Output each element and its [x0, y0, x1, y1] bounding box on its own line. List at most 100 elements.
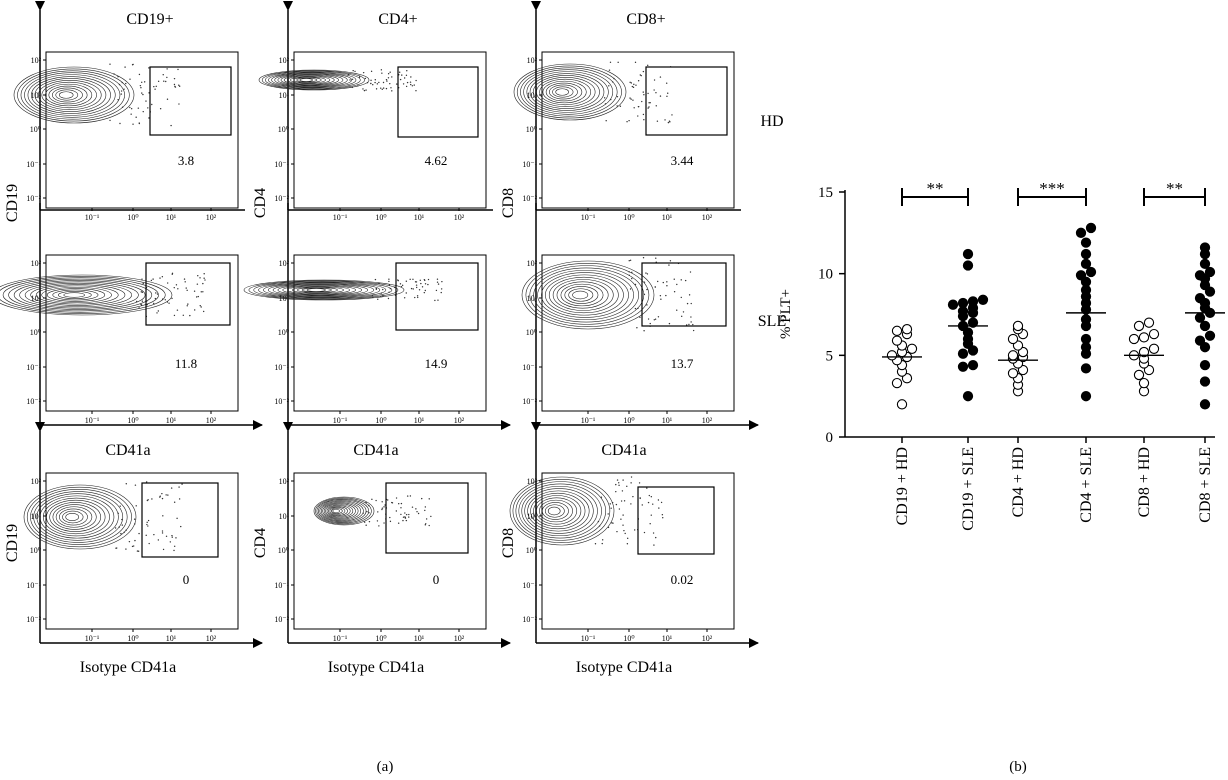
event-dot [163, 80, 165, 82]
contour-ring [2, 277, 159, 313]
data-point [1007, 333, 1019, 345]
event-dot [415, 79, 417, 82]
event-dot [177, 68, 179, 71]
event-dot [349, 79, 351, 81]
y-tick-label: 10² [279, 259, 290, 268]
event-dot [648, 106, 650, 108]
event-dot [380, 292, 383, 294]
event-dot [657, 499, 660, 501]
event-dot [125, 483, 127, 485]
event-dot [138, 73, 141, 76]
y-tick-label: 10¹ [527, 91, 538, 100]
event-dot [409, 81, 412, 83]
event-dot [157, 310, 160, 312]
event-dot [133, 518, 136, 520]
data-point [1075, 270, 1087, 281]
y-tick-label: 10⁻¹ [274, 363, 289, 372]
event-dot [415, 286, 418, 289]
event-dot [594, 543, 597, 545]
x-tick-label: 10¹ [662, 416, 673, 425]
event-dot [610, 507, 612, 509]
event-dot [624, 532, 626, 535]
event-dot [643, 531, 646, 534]
event-dot [148, 67, 150, 69]
y-tick-label: 10⁰ [30, 546, 41, 555]
contour-lines [258, 69, 370, 91]
data-point [1199, 320, 1211, 332]
event-dot [138, 122, 140, 124]
event-dot [676, 283, 678, 286]
column-title: CD4+ [378, 11, 417, 28]
event-dot [156, 312, 158, 314]
event-dot [659, 295, 662, 297]
event-dot [129, 106, 131, 109]
event-dot [645, 272, 647, 274]
contour-ring [45, 83, 93, 107]
event-dot [424, 509, 426, 512]
contour-ring [274, 73, 348, 87]
contour-ring [287, 285, 350, 295]
y-axis-title: CD4 [252, 188, 269, 218]
event-dot [410, 287, 413, 290]
event-dot [412, 278, 414, 280]
b-x-tick-label: CD19 + HD [894, 447, 911, 525]
event-dot [628, 119, 630, 122]
contour-ring [58, 508, 88, 526]
plot-frame [45, 254, 239, 412]
data-point [1194, 293, 1206, 304]
event-dot [401, 74, 403, 76]
contour-ring [529, 73, 605, 111]
event-dot [395, 83, 398, 85]
event-dot [193, 290, 196, 292]
event-dot [128, 540, 131, 543]
x-tick-label: 10⁻¹ [85, 416, 100, 425]
event-dot [437, 299, 439, 301]
contour-ring [332, 509, 340, 513]
event-dot [653, 319, 655, 321]
event-dot [117, 512, 120, 514]
event-dot [398, 71, 401, 73]
event-dot [123, 88, 125, 90]
event-dot [142, 282, 144, 285]
event-dot [178, 486, 180, 488]
event-dot [146, 303, 149, 306]
x-tick-label: 10² [454, 213, 465, 222]
event-dot [388, 278, 390, 280]
gate-percentage: 14.9 [425, 356, 448, 371]
event-dot [607, 526, 610, 529]
data-point [1204, 266, 1216, 278]
contour-ring [560, 283, 604, 307]
event-dot [380, 69, 383, 71]
event-dots [114, 481, 183, 552]
event-dot [634, 283, 637, 286]
event-dot [121, 81, 123, 84]
x-tick-label: 10¹ [662, 213, 673, 222]
y-tick-label: 10⁻¹ [522, 581, 537, 590]
event-dot [202, 291, 204, 293]
event-dot [178, 498, 181, 500]
event-dot [362, 512, 364, 514]
contour-ring [520, 67, 618, 117]
event-dots [135, 272, 206, 318]
y-tick-label: 10² [279, 477, 290, 486]
contour-ring [24, 72, 121, 118]
event-dot [141, 92, 143, 94]
event-dot [151, 498, 153, 500]
event-dot [370, 79, 372, 82]
event-dot [384, 504, 386, 506]
event-dot [628, 259, 630, 262]
y-axis-title: CD4 [252, 528, 269, 558]
data-point [1128, 333, 1140, 345]
event-dot [387, 297, 390, 300]
event-dot [437, 283, 440, 285]
y-tick-label: 10² [527, 477, 538, 486]
event-dot [618, 482, 620, 484]
event-dot [608, 69, 611, 71]
event-dot [669, 121, 671, 123]
x-tick-label: 10⁻¹ [581, 634, 596, 643]
event-dot [667, 121, 670, 124]
event-dot [381, 508, 383, 511]
event-dot [161, 497, 164, 500]
event-dot [161, 276, 164, 278]
event-dot [692, 329, 695, 332]
